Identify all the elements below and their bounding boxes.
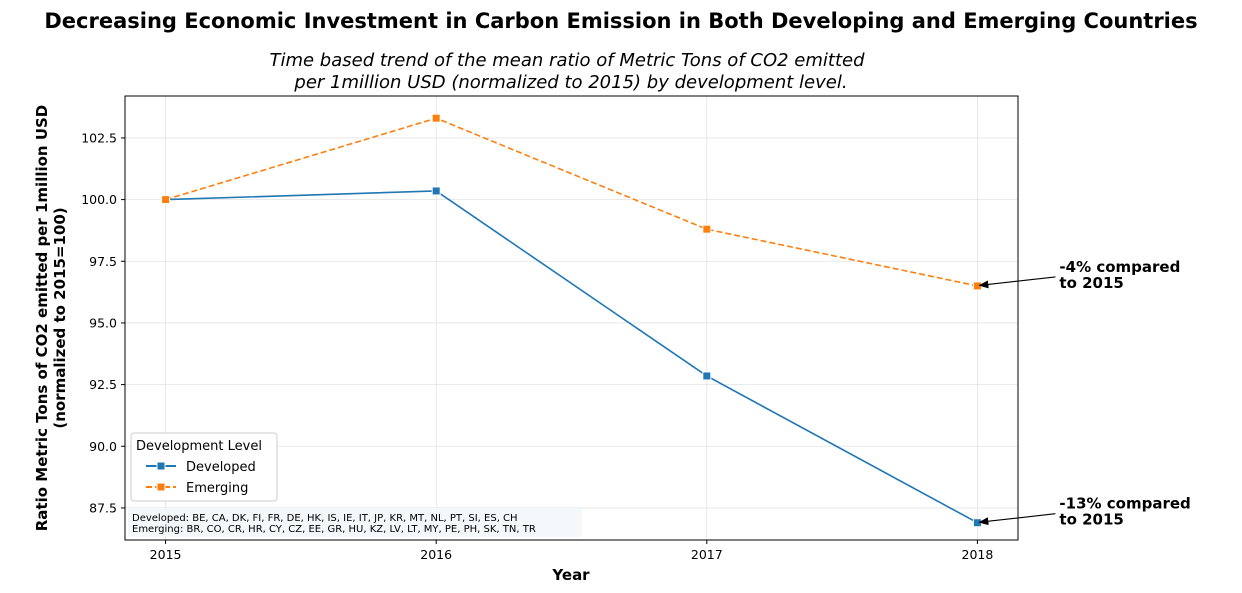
country-note-emerging: Emerging: BR, CO, CR, HR, CY, CZ, EE, GR…: [132, 524, 536, 535]
country-note-box: [128, 508, 582, 537]
data-point-emerging: [431, 113, 441, 123]
axis-ticks: 87.5 90.0 92.5 95.0 97.5 100.0 102.5 2015 2016 20…: [81, 130, 993, 562]
chart-subtitle-line-2: per 1million USD (normalized to 2015) by…: [293, 72, 847, 93]
y-tick-label: 90.0: [89, 439, 117, 454]
y-tick-label: 100.0: [81, 192, 117, 207]
x-tick-label: 2016: [420, 547, 452, 562]
series-lines: [161, 113, 982, 528]
annotation-developed-line-1: -13% compared: [1059, 495, 1190, 513]
legend-label-emerging: Emerging: [186, 481, 248, 496]
y-axis-label-line-2: (normalized to 2015=100): [51, 207, 69, 428]
annotation-developed-line-2: to 2015: [1059, 511, 1123, 529]
legend: Development Level Developed Emerging: [130, 432, 278, 502]
annotation-emerging-line-1: -4% compared: [1059, 258, 1180, 276]
country-note-developed: Developed: BE, CA, DK, FI, FR, DE, HK, I…: [132, 513, 518, 524]
data-point-developed: [972, 518, 982, 528]
data-point-emerging: [161, 195, 171, 205]
y-tick-label: 102.5: [81, 130, 117, 145]
data-point-developed: [431, 186, 441, 196]
chart-subtitle-line-1: Time based trend of the mean ratio of Me…: [269, 50, 865, 71]
data-point-developed: [702, 371, 712, 381]
y-axis-label-line-1: Ratio Metric Tons of CO2 emitted per 1mi…: [33, 105, 51, 532]
legend-label-developed: Developed: [186, 460, 256, 475]
data-point-emerging: [702, 224, 712, 234]
data-point-emerging: [972, 281, 982, 291]
annotation-emerging-line-2: to 2015: [1059, 274, 1123, 292]
x-tick-label: 2015: [150, 547, 182, 562]
y-tick-label: 92.5: [89, 377, 117, 392]
annotation-arrow-emerging: [978, 276, 1056, 289]
legend-box: [130, 432, 278, 502]
country-note: Developed: BE, CA, DK, FI, FR, DE, HK, I…: [128, 508, 582, 537]
legend-marker-developed: [156, 461, 166, 471]
y-tick-label: 97.5: [89, 254, 117, 269]
figure-title: Decreasing Economic Investment in Carbon…: [44, 9, 1197, 33]
series-line-developed: [165, 190, 978, 524]
plot-area-frame: [124, 95, 1019, 541]
y-tick-label: 87.5: [89, 500, 117, 515]
y-tick-label: 95.0: [89, 315, 117, 330]
x-tick-label: 2018: [962, 547, 994, 562]
x-tick-label: 2017: [691, 547, 723, 562]
legend-marker-emerging: [156, 482, 166, 492]
series-line-emerging: [165, 117, 978, 287]
x-axis-label: Year: [551, 566, 590, 584]
annotation-arrow-developed: [978, 513, 1056, 526]
legend-title: Development Level: [136, 439, 262, 454]
